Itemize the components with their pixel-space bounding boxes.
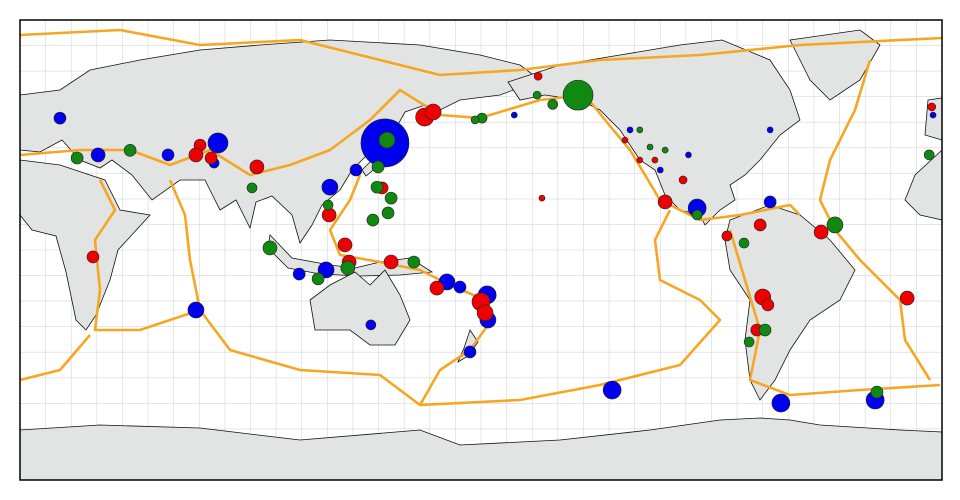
earthquake-point — [292, 267, 306, 281]
greenland — [789, 29, 881, 101]
earthquake-point — [661, 146, 669, 154]
earthquake-point — [602, 380, 622, 400]
earthquake-point — [771, 393, 791, 413]
earthquake-point — [340, 260, 356, 276]
earthquake-point — [691, 209, 703, 221]
earthquake-point — [651, 156, 659, 164]
earthquake-point — [738, 237, 750, 249]
earthquake-point — [766, 126, 774, 134]
earthquake-point — [626, 126, 634, 134]
earthquake-point — [349, 163, 363, 177]
earthquake-point — [547, 99, 559, 110]
earthquake-point — [923, 149, 935, 161]
earthquake-point — [562, 79, 594, 111]
map-frame — [19, 19, 943, 481]
earthquake-point — [656, 166, 664, 174]
earthquake-point — [322, 199, 334, 211]
earthquake-point — [761, 298, 775, 312]
earthquake-point — [337, 237, 353, 253]
earthquake-point — [207, 132, 229, 154]
earthquake-point — [204, 151, 218, 165]
earthquake-point — [753, 218, 767, 232]
earthquake-point — [678, 175, 688, 185]
earthquake-point — [636, 156, 644, 164]
earthquake-point — [929, 111, 937, 119]
earthquake-point — [370, 180, 384, 194]
earthquake-point — [763, 195, 777, 209]
earthquake-point — [381, 206, 395, 220]
earthquake-point — [321, 178, 339, 196]
earthquake-point — [70, 151, 84, 165]
earthquake-point — [317, 261, 335, 279]
earthquake-point — [813, 224, 829, 240]
earthquake-point — [532, 90, 542, 100]
africa — [19, 159, 151, 331]
earthquake-point — [424, 103, 442, 121]
earthquakes — [53, 71, 937, 413]
earthquake-point — [657, 194, 673, 210]
south-america — [724, 204, 856, 401]
earthquake-point — [371, 160, 385, 174]
earthquake-point — [927, 102, 937, 112]
earthquake-point — [510, 111, 518, 119]
earthquake-point — [899, 290, 915, 306]
earthquake-point — [90, 147, 106, 163]
earthquake-point — [685, 151, 692, 159]
earthquake-point — [533, 71, 543, 81]
earthquake-point — [123, 144, 137, 157]
earthquake-point — [621, 136, 629, 144]
earthquake-point — [470, 115, 480, 125]
earthquake-point — [188, 147, 204, 163]
plate-boundary — [728, 229, 941, 397]
earthquake-point — [311, 272, 325, 286]
earthquake-point — [407, 255, 421, 269]
earthquake-point — [262, 240, 278, 256]
earthquake-point — [870, 385, 884, 399]
earthquake-point — [826, 216, 844, 234]
earthquake-point — [646, 143, 654, 151]
earthquake-point — [476, 304, 494, 322]
earthquake-point — [384, 191, 398, 205]
earthquake-point — [453, 280, 467, 294]
earthquake-point — [429, 280, 445, 296]
earthquake-point — [721, 230, 733, 242]
earthquake-point — [86, 250, 100, 264]
earthquake-point — [365, 319, 377, 331]
earthquake-point — [161, 148, 175, 162]
earthquake-point — [758, 323, 772, 337]
earthquake-point — [366, 213, 380, 227]
earthquake-point — [378, 131, 396, 149]
plate-boundary — [19, 28, 943, 77]
earthquake-point — [246, 182, 258, 194]
plate-boundary — [93, 179, 421, 407]
earthquake-point — [636, 126, 644, 134]
earthquake-point — [743, 336, 755, 348]
plate-boundary — [168, 179, 202, 311]
plate-boundary — [19, 334, 91, 382]
earthquake-point — [53, 111, 67, 125]
eurasia — [19, 39, 541, 244]
earthquake-point — [249, 159, 265, 175]
earthquake-point — [383, 254, 399, 270]
earthquake-point — [538, 194, 546, 202]
earthquake-point — [187, 301, 205, 319]
earthquake-point — [463, 345, 477, 359]
